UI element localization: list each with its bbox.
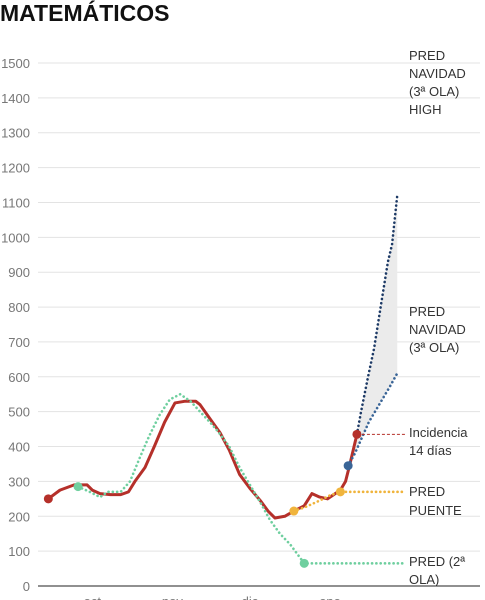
y-tick-label: 100	[8, 544, 30, 559]
y-tick-label: 700	[8, 335, 30, 350]
y-tick-label: 900	[8, 265, 30, 280]
series-label: OLA)	[409, 572, 439, 587]
series-label: Incidencia	[409, 425, 468, 440]
point-marker	[73, 482, 83, 492]
y-tick-label: 1200	[1, 161, 30, 176]
series-label: PRED	[409, 304, 445, 319]
range-area	[348, 195, 398, 466]
x-tick-label: nov	[162, 594, 183, 600]
point-marker	[289, 506, 299, 516]
series-label: HIGH	[409, 102, 442, 117]
y-tick-label: 300	[8, 474, 30, 489]
series-label: NAVIDAD	[409, 322, 466, 337]
y-tick-label: 1100	[2, 195, 30, 210]
series-line	[346, 372, 399, 468]
series-line	[76, 392, 407, 565]
y-tick-label: 600	[8, 370, 30, 385]
series-label: (3ª OLA)	[409, 340, 459, 355]
series-label: NAVIDAD	[409, 66, 466, 81]
series-label: PRED (2ª	[409, 554, 465, 569]
point-marker	[343, 461, 353, 471]
series-line	[46, 399, 359, 520]
y-tick-label: 1500	[1, 56, 30, 71]
series-label: PRED	[409, 48, 445, 63]
x-tick-label: dic	[242, 594, 259, 600]
point-marker	[299, 558, 309, 568]
y-tick-label: 200	[8, 509, 30, 524]
y-tick-label: 400	[8, 440, 30, 455]
series-label: 14 días	[409, 443, 452, 458]
point-marker	[335, 487, 345, 497]
y-tick-label: 1000	[1, 230, 30, 245]
chart-title: MATEMÁTICOS	[0, 0, 170, 26]
y-tick-label: 500	[8, 405, 30, 420]
series-label: (3ª OLA)	[409, 84, 459, 99]
point-marker	[352, 429, 362, 439]
y-tick-label: 800	[8, 300, 30, 315]
y-tick-label: 0	[23, 579, 30, 594]
point-marker	[43, 494, 53, 504]
x-tick-label: ene	[319, 594, 341, 600]
y-tick-label: 1300	[1, 126, 30, 141]
x-tick-label: oct	[84, 594, 102, 600]
series-line	[292, 490, 407, 513]
y-tick-label: 1400	[1, 91, 30, 106]
series-line	[355, 194, 399, 436]
series-label: PUENTE	[409, 503, 462, 518]
series-label: PRED	[409, 484, 445, 499]
